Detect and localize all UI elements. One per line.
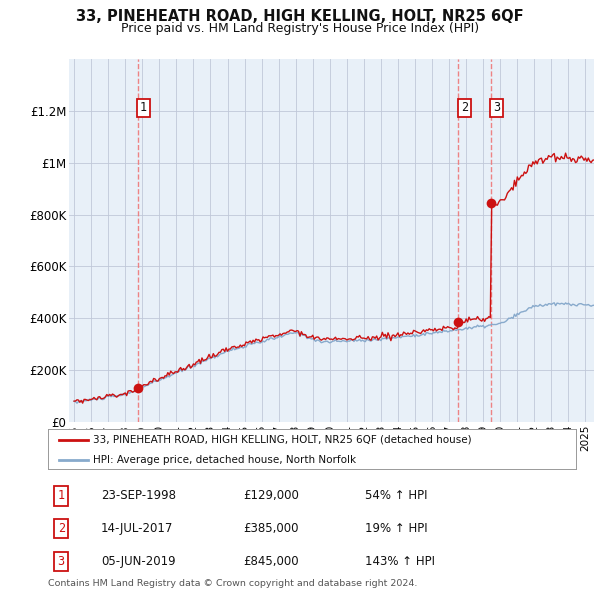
- Text: 23-SEP-1998: 23-SEP-1998: [101, 490, 176, 503]
- Text: 1: 1: [140, 101, 147, 114]
- Text: 05-JUN-2019: 05-JUN-2019: [101, 555, 175, 568]
- Text: 3: 3: [493, 101, 500, 114]
- Text: 14-JUL-2017: 14-JUL-2017: [101, 522, 173, 535]
- Text: 2: 2: [58, 522, 65, 535]
- Text: 1: 1: [58, 490, 65, 503]
- Text: 19% ↑ HPI: 19% ↑ HPI: [365, 522, 427, 535]
- Text: £845,000: £845,000: [244, 555, 299, 568]
- Text: 143% ↑ HPI: 143% ↑ HPI: [365, 555, 435, 568]
- Text: 33, PINEHEATH ROAD, HIGH KELLING, HOLT, NR25 6QF: 33, PINEHEATH ROAD, HIGH KELLING, HOLT, …: [76, 9, 524, 24]
- Text: Contains HM Land Registry data © Crown copyright and database right 2024.
This d: Contains HM Land Registry data © Crown c…: [48, 579, 418, 590]
- Text: £385,000: £385,000: [244, 522, 299, 535]
- Text: 3: 3: [58, 555, 65, 568]
- Text: HPI: Average price, detached house, North Norfolk: HPI: Average price, detached house, Nort…: [93, 455, 356, 466]
- Text: 2: 2: [461, 101, 468, 114]
- Text: 33, PINEHEATH ROAD, HIGH KELLING, HOLT, NR25 6QF (detached house): 33, PINEHEATH ROAD, HIGH KELLING, HOLT, …: [93, 435, 472, 445]
- Text: Price paid vs. HM Land Registry's House Price Index (HPI): Price paid vs. HM Land Registry's House …: [121, 22, 479, 35]
- Text: 54% ↑ HPI: 54% ↑ HPI: [365, 490, 427, 503]
- Text: £129,000: £129,000: [244, 490, 299, 503]
